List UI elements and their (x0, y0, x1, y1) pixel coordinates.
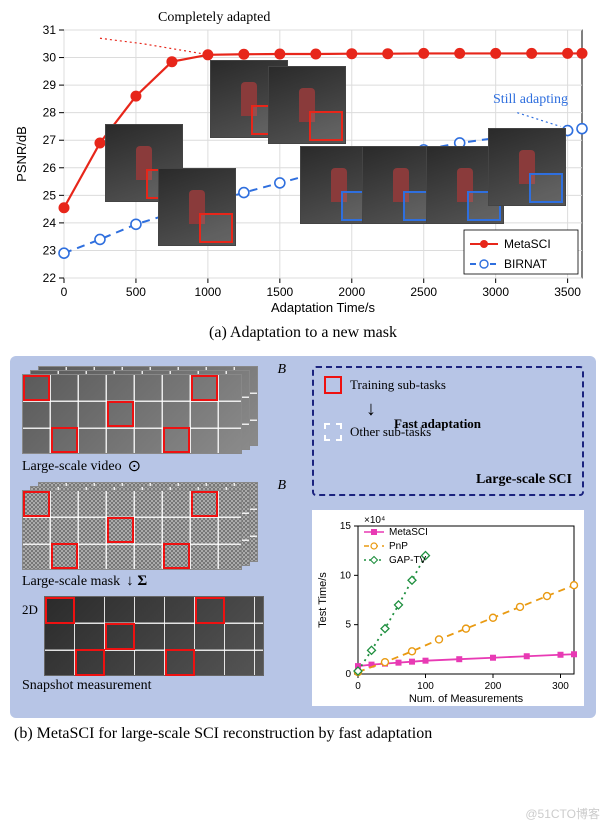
svg-text:GAP-TV: GAP-TV (389, 555, 427, 566)
caption-a: (a) Adaptation to a new mask (10, 324, 596, 342)
white-dashed-square-icon (324, 423, 342, 441)
legend-training-row: Training sub-tasks (324, 376, 572, 394)
thumbnail-3 (268, 66, 346, 144)
svg-text:200: 200 (485, 681, 502, 692)
mask-stack: B Large-scale mask ↓ Σ (22, 482, 292, 590)
red-square-icon (324, 376, 342, 394)
figure-root: 0500100015002000250030003500222324252627… (10, 8, 596, 744)
legend-training-label: Training sub-tasks (350, 377, 446, 393)
svg-text:15: 15 (340, 521, 352, 532)
two-d-label: 2D (22, 602, 38, 618)
mask-label: Large-scale mask (22, 574, 120, 590)
video-stack: B Large-scale video ⊙ (22, 366, 292, 476)
svg-text:×10⁴: ×10⁴ (364, 515, 385, 526)
mini-chart: 0 100 200 300 0 5 10 15 Num. of Measurements Test… (312, 510, 584, 706)
legend-box-title: Large-scale SCI (476, 472, 572, 488)
mask-frames (22, 482, 262, 572)
svg-text:Test Time/s: Test Time/s (317, 572, 329, 628)
fast-adaptation-label: Fast adaptation (394, 416, 481, 432)
svg-text:5: 5 (345, 620, 351, 631)
svg-text:10: 10 (340, 570, 352, 581)
panel-b-right: Training sub-tasks ↓ Fast adaptation Oth… (312, 366, 584, 706)
annotation-still-adapting: Still adapting (493, 92, 568, 108)
video-frames (22, 366, 262, 456)
panel-b: B Large-scale video ⊙ (10, 356, 596, 718)
caption-b: (b) MetaSCI for large-scale SCI reconstr… (14, 724, 592, 744)
chart-a-thumbnails (10, 8, 596, 318)
svg-text:Num. of Measurements: Num. of Measurements (409, 693, 524, 705)
panel-a: 0500100015002000250030003500222324252627… (10, 8, 596, 342)
svg-text:0: 0 (355, 681, 361, 692)
snapshot-image (44, 596, 264, 676)
thumbnail-1 (158, 168, 236, 246)
svg-text:PnP: PnP (389, 541, 408, 552)
depth-label-B-1: B (277, 362, 286, 378)
panel-b-left: B Large-scale video ⊙ (22, 366, 292, 694)
annotation-completely-adapted: Completely adapted (158, 10, 270, 26)
svg-text:0: 0 (345, 669, 351, 680)
watermark: @51CTO博客 (525, 805, 600, 822)
svg-text:MetaSCI: MetaSCI (389, 527, 428, 538)
chart-a-plot: 0500100015002000250030003500222324252627… (10, 8, 596, 318)
sigma-symbol: ↓ Σ (126, 573, 147, 590)
odot-symbol: ⊙ (128, 456, 141, 476)
thumbnail-7 (488, 128, 566, 206)
depth-label-B-2: B (277, 478, 286, 494)
svg-text:300: 300 (552, 681, 569, 692)
large-scale-legend-box: Training sub-tasks ↓ Fast adaptation Oth… (312, 366, 584, 496)
video-label: Large-scale video (22, 459, 122, 475)
svg-text:100: 100 (417, 681, 434, 692)
mini-chart-svg: 0 100 200 300 0 5 10 15 Num. of Measurements Test… (312, 510, 584, 706)
snapshot-label: Snapshot measurement (22, 678, 292, 694)
